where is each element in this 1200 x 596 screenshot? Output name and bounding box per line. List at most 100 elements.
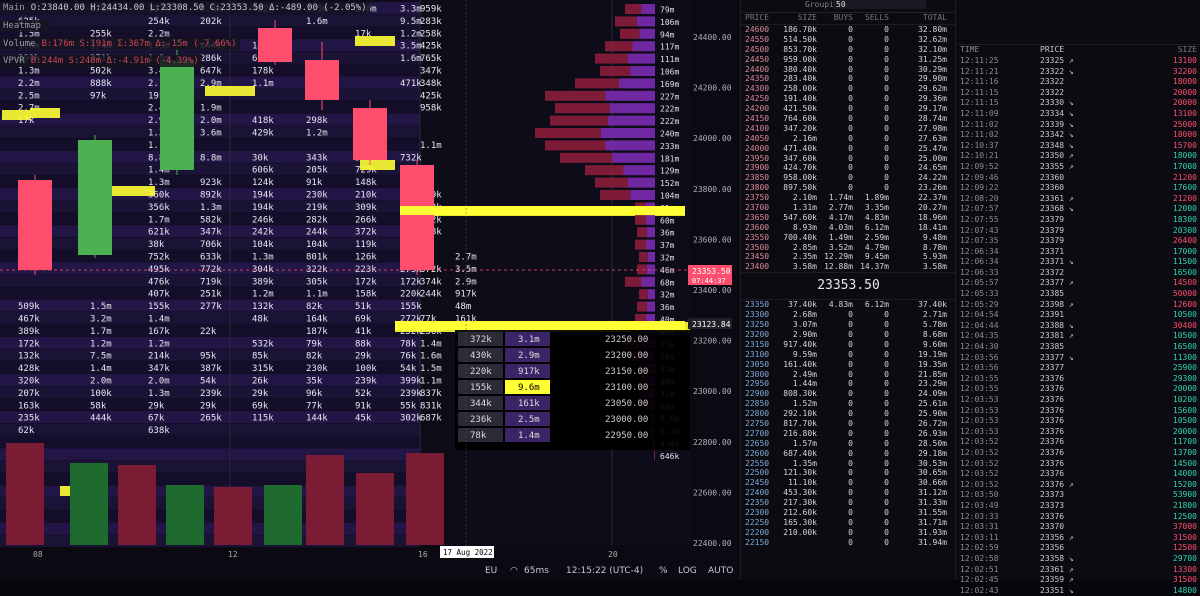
orderbook-cell: 24050 — [741, 134, 781, 144]
orderbook-header-cell[interactable]: BUYS — [817, 13, 853, 24]
percent-toggle[interactable]: % — [659, 566, 668, 576]
orderbook-cell: 22550 — [741, 459, 781, 469]
orderbook-header-cell[interactable]: SIZE — [781, 13, 817, 24]
profile-bar-sell — [595, 54, 628, 64]
trade-price: 23377 ↗ — [1040, 278, 1130, 289]
trades-header-cell[interactable]: PRICE — [1040, 45, 1130, 56]
chart-canvas[interactable]: 625k1.5m1.6m399k1.3m2.2m2.5m2.7m17k509k4… — [0, 0, 740, 580]
cluster-value: 425k — [420, 91, 442, 101]
poc-line — [400, 206, 685, 215]
indicator-heatmap[interactable]: Heatmap — [0, 20, 50, 32]
log-toggle[interactable]: LOG — [678, 566, 697, 576]
cluster-value: 892k — [200, 191, 222, 201]
cluster-value: 67k — [148, 414, 165, 424]
trades-header-cell[interactable]: TIME — [956, 45, 1040, 56]
trade-time: 12:07:57 — [956, 204, 1040, 215]
heatmap-chart[interactable]: 625k1.5m1.6m399k1.3m2.2m2.5m2.7m17k509k4… — [0, 0, 740, 580]
orderbook-header-cell[interactable]: PRICE — [741, 13, 781, 24]
trade-size: 15600 — [1130, 406, 1200, 417]
grouping-select[interactable]: 50 — [833, 0, 926, 9]
orderbook-cell: 212.60k — [781, 508, 817, 518]
cluster-value: 298k — [306, 116, 328, 126]
cluster-value: 54k — [400, 364, 417, 374]
orderbook-cell: 0 — [853, 94, 889, 104]
cluster-value: 82k — [306, 352, 323, 362]
trade-size: 12000 — [1130, 204, 1200, 215]
trades-header-cell[interactable]: SIZE — [1130, 45, 1200, 56]
cluster-value: 163k — [18, 401, 40, 411]
cluster-value: 1.5m — [90, 302, 112, 312]
orderbook-cell: 0 — [853, 55, 889, 65]
grouping-control[interactable]: Grouping 50 — [741, 0, 956, 13]
orderbook-header-cell[interactable]: TOTAL — [889, 13, 951, 24]
orderbook-cell: 30.65m — [889, 468, 951, 478]
auto-toggle[interactable]: AUTO — [708, 566, 733, 576]
cluster-value: 26k — [252, 377, 269, 387]
trade-price: 23359 ↗ — [1040, 575, 1130, 586]
cluster-value: 172k — [400, 277, 422, 287]
trade-size: 17000 — [1130, 162, 1200, 173]
clock-readout[interactable]: 12:15:22 (UTC-4) — [566, 566, 643, 576]
region-indicator[interactable]: EU — [485, 566, 497, 576]
orderbook-cell: 0 — [817, 94, 853, 104]
trade-price: 23360 — [1040, 183, 1130, 194]
orderbook-header-cell[interactable]: SELLS — [853, 13, 889, 24]
